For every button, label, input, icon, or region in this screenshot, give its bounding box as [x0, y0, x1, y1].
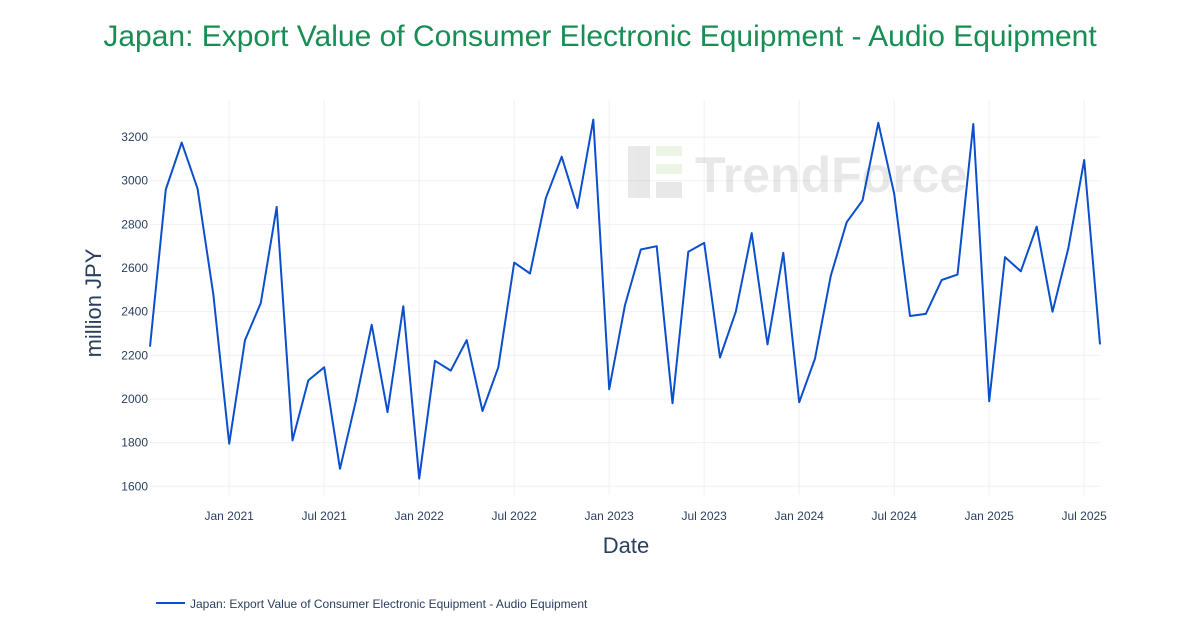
x-tick-label: Jan 2025: [964, 509, 1014, 523]
y-tick-label: 2000: [121, 392, 148, 406]
watermark-text: TrendForce: [695, 147, 967, 203]
x-tick-label: Jan 2021: [204, 509, 254, 523]
y-tick-label: 1800: [121, 436, 148, 450]
y-axis-title: million JPY: [81, 248, 106, 357]
y-tick-label: 2400: [121, 305, 148, 319]
x-tick-label: Jan 2022: [394, 509, 444, 523]
y-tick-label: 2200: [121, 348, 148, 362]
legend: Japan: Export Value of Consumer Electron…: [156, 597, 588, 611]
x-tick-label: Jul 2025: [1061, 509, 1107, 523]
y-tick-label: 3200: [121, 130, 148, 144]
x-tick-label: Jul 2023: [681, 509, 727, 523]
y-tick-label: 2600: [121, 261, 148, 275]
x-tick-label: Jan 2024: [774, 509, 824, 523]
legend-label: Japan: Export Value of Consumer Electron…: [190, 597, 588, 611]
series-lines: [149, 118, 1101, 480]
trendforce-watermark: TrendForce: [628, 146, 967, 203]
x-axis-title: Date: [603, 533, 649, 558]
x-tick-label: Jul 2022: [491, 509, 537, 523]
series-line: [149, 118, 1101, 480]
y-tick-label: 1600: [121, 479, 148, 493]
y-tick-label: 3000: [121, 174, 148, 188]
gridlines: [150, 100, 1100, 495]
x-axis-ticks: Jan 2021 Jul 2021 Jan 2022 Jul 2022 Jan 2023…: [204, 509, 1107, 523]
x-tick-label: Jul 2021: [301, 509, 347, 523]
y-tick-label: 2800: [121, 217, 148, 231]
chart-title: Japan: Export Value of Consumer Electron…: [103, 20, 1097, 53]
x-tick-label: Jul 2024: [871, 509, 917, 523]
x-tick-label: Jan 2023: [584, 509, 634, 523]
y-axis-ticks: 1600 1800 2000 2200 2400 2600 2800 3000 3200: [121, 130, 148, 493]
